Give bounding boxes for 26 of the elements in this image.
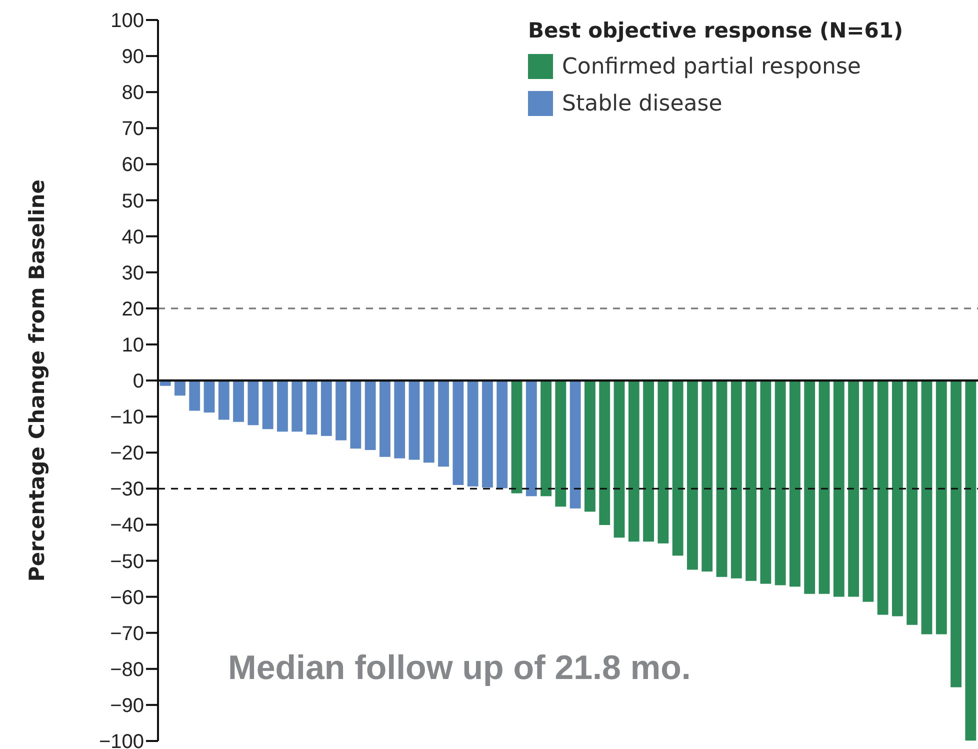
y-tick-label: 100 [110,10,144,32]
y-tick-label: 80 [122,82,144,104]
y-tick-label: −80 [110,658,144,681]
y-tick-label: −30 [110,478,144,501]
y-tick-label: 40 [122,226,144,248]
y-tick-label: 20 [122,298,144,320]
y-tick-label: 30 [122,262,144,284]
y-tick-label: −50 [110,550,144,573]
y-tick-label: −10 [110,406,144,429]
annotation: Median follow up of 21.8 mo. [228,648,691,687]
y-tick-label: 0 [132,370,144,392]
legend-label: Confirmed partial response [562,54,861,80]
y-tick-label: 60 [122,154,144,176]
y-tick-label: −100 [98,731,144,749]
y-tick-label: 90 [122,46,144,68]
y-tick-label: −90 [110,694,144,717]
y-tick-label: 10 [122,334,144,356]
y-tick-label: 70 [122,118,144,140]
y-tick-label: −40 [110,514,144,537]
y-tick-label: −20 [110,442,144,465]
legend-label: Stable disease [562,92,722,117]
y-tick-label: −70 [110,622,144,645]
legend-title: Best objective response (N=61) [528,18,904,42]
y-axis-title: Percentage Change from Baseline [25,179,49,582]
y-tick-label: 50 [122,190,144,212]
y-tick-label: −60 [110,586,144,609]
